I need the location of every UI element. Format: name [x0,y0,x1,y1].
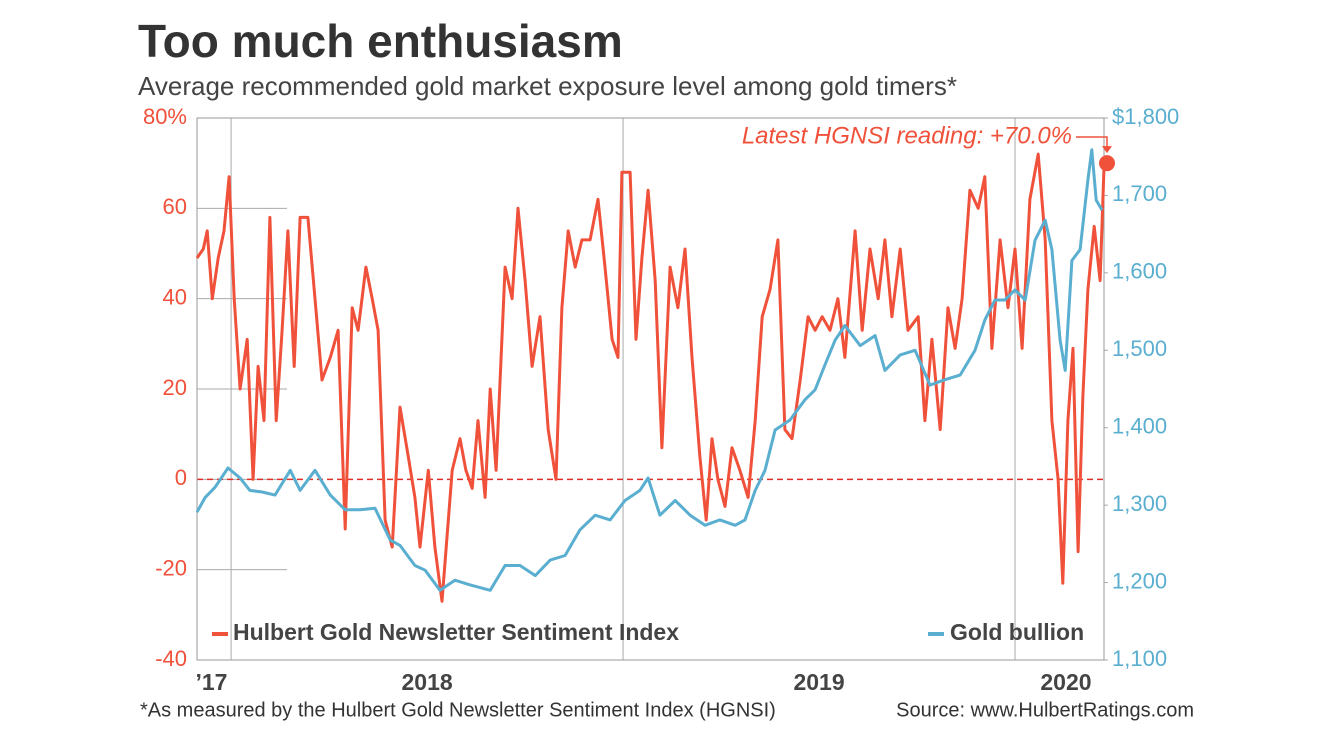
y2-tick-label: 1,200 [1112,568,1167,593]
y-tick-label: 60 [163,194,187,219]
y2-tick-label: 1,300 [1112,491,1167,516]
latest-point [1099,155,1115,172]
annotation-arrow [1076,136,1108,150]
x-tick-label: 2019 [793,669,844,695]
annotation: Latest HGNSI reading: +70.0% [742,122,1072,149]
y2-tick-label: $1,800 [1112,104,1179,129]
series-line [195,152,1106,603]
legend-label: Gold bullion [950,619,1084,645]
legend-label: Hulbert Gold Newsletter Sentiment Index [233,619,679,645]
annotation-arrowhead [1102,146,1112,154]
x-tick-label: 2018 [401,669,452,695]
plot-frame [196,117,1105,661]
y-tick-label: -40 [155,646,187,671]
series-line [195,148,1104,592]
y2-tick-label: 1,100 [1112,646,1167,671]
y2-tick-label: 1,600 [1112,259,1167,284]
y-tick-label: 0 [175,465,187,490]
source: Source: www.HulbertRatings.com [896,699,1194,721]
y2-tick-label: 1,500 [1112,336,1167,361]
y-tick-label: 20 [163,375,187,400]
y-tick-label: 40 [163,284,187,309]
x-tick-label: ’17 [196,669,228,695]
chart-title: Too much enthusiasm [138,15,623,67]
y2-tick-label: 1,400 [1112,414,1167,439]
chart-subtitle: Average recommended gold market exposure… [138,71,957,101]
y-tick-label: 80% [143,104,187,129]
y-tick-label: -20 [155,555,187,580]
y2-tick-label: 1,700 [1112,181,1167,206]
x-tick-label: 2020 [1040,669,1091,695]
footnote: *As measured by the Hulbert Gold Newslet… [140,699,776,721]
